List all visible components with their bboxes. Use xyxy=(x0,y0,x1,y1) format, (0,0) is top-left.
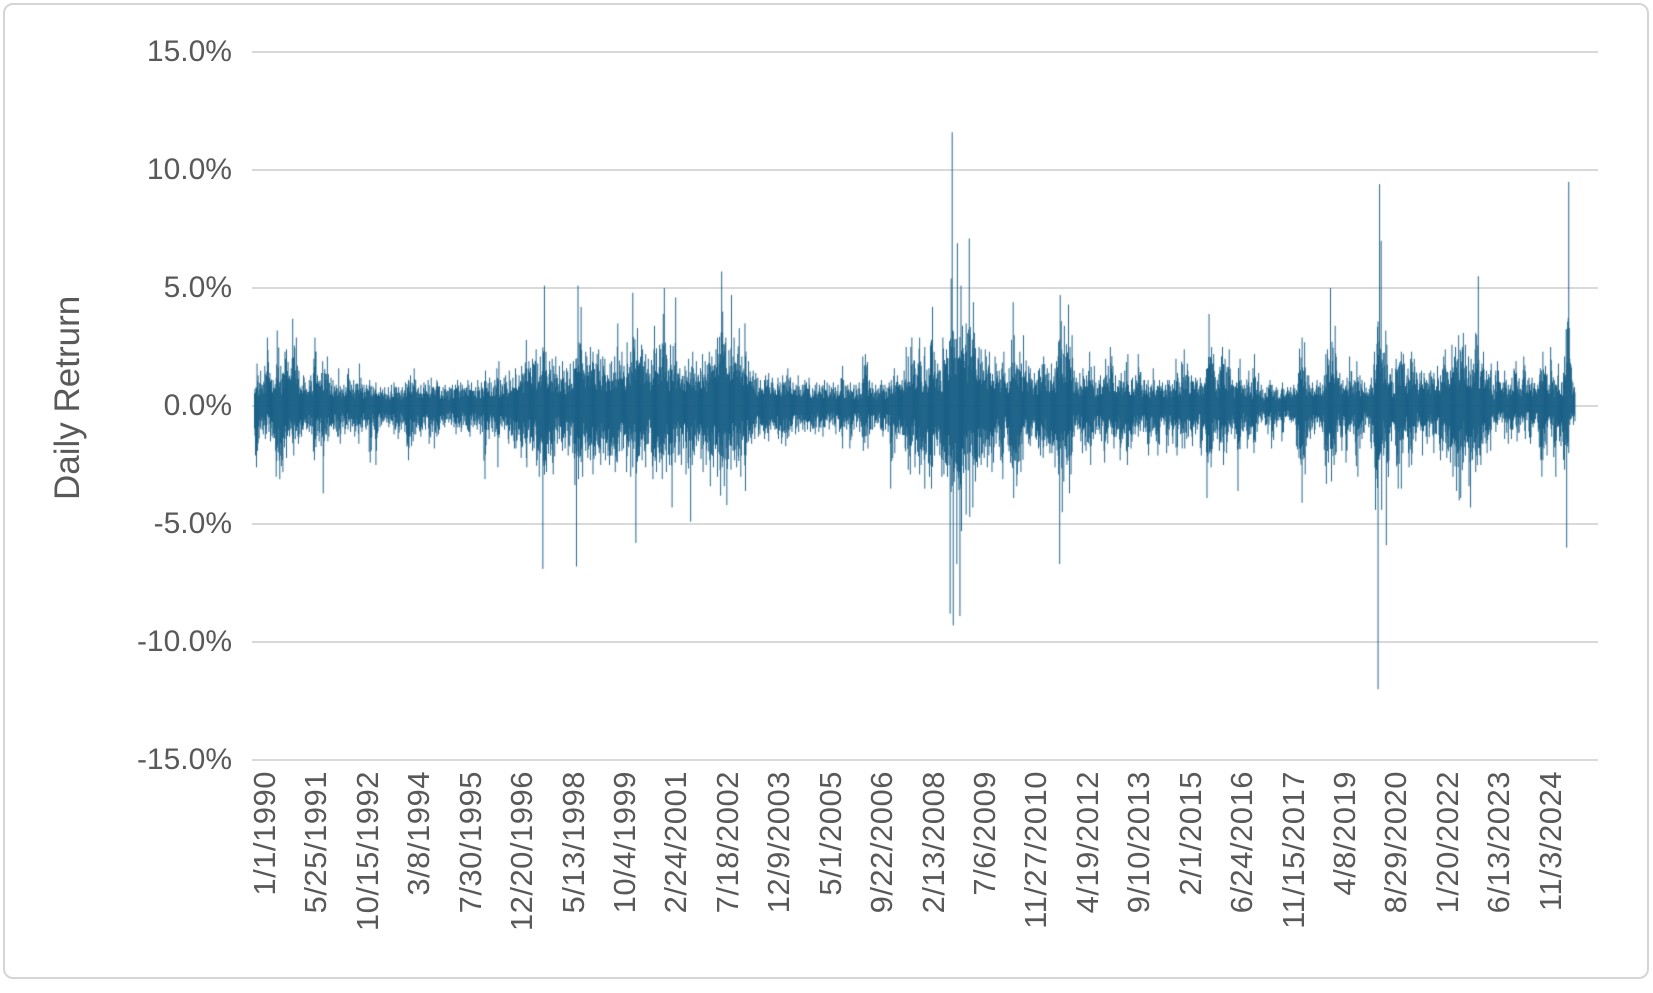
x-tick-label: 11/27/2010 xyxy=(1018,771,1054,929)
x-tick-label: 9/10/2013 xyxy=(1121,771,1157,914)
x-tick-label: 5/1/2005 xyxy=(812,771,848,896)
gridline xyxy=(252,759,1598,761)
x-tick-label: 2/1/2015 xyxy=(1172,771,1208,896)
x-tick-label: 4/8/2019 xyxy=(1327,771,1363,896)
x-tick-label: 12/20/1996 xyxy=(504,771,540,932)
x-tick-label: 3/8/1994 xyxy=(401,771,437,896)
returns-bars-canvas xyxy=(252,52,1598,760)
y-tick-label: -10.0% xyxy=(136,625,232,658)
x-tick-label: 10/15/1992 xyxy=(349,771,385,932)
x-tick-label: 2/24/2001 xyxy=(658,771,694,914)
x-tick-label: 1/20/2022 xyxy=(1429,771,1465,914)
y-tick-label: -5.0% xyxy=(153,507,232,540)
x-tick-label: 7/6/2009 xyxy=(967,771,1003,896)
x-tick-label: 2/13/2008 xyxy=(915,771,951,914)
x-tick-label: 7/30/1995 xyxy=(452,771,488,914)
x-tick-label: 5/13/1998 xyxy=(555,771,591,914)
x-tick-label: 1/1/1990 xyxy=(247,771,282,896)
plot-area xyxy=(252,51,1598,761)
x-tick-label: 8/29/2020 xyxy=(1378,771,1414,914)
y-tick-label: 0.0% xyxy=(163,389,232,422)
x-tick-label: 5/25/1991 xyxy=(298,771,334,914)
x-tick-label: 6/24/2016 xyxy=(1224,771,1260,914)
x-tick-label: 11/15/2017 xyxy=(1275,771,1311,929)
x-tick-label: 12/9/2003 xyxy=(761,771,797,914)
x-tick-label: 9/22/2006 xyxy=(864,771,900,914)
x-tick-label: 10/4/1999 xyxy=(607,771,642,914)
x-tick-label: 7/18/2002 xyxy=(709,771,745,914)
y-tick-label: -15.0% xyxy=(136,743,232,776)
y-tick-label: 10.0% xyxy=(146,153,232,186)
x-tick-label: 6/13/2023 xyxy=(1481,771,1517,914)
x-tick-label: 4/19/2012 xyxy=(1069,771,1105,914)
y-tick-label: 5.0% xyxy=(163,271,232,304)
y-tick-label: 15.0% xyxy=(146,35,232,68)
x-tick-label: 11/3/2024 xyxy=(1532,771,1568,912)
